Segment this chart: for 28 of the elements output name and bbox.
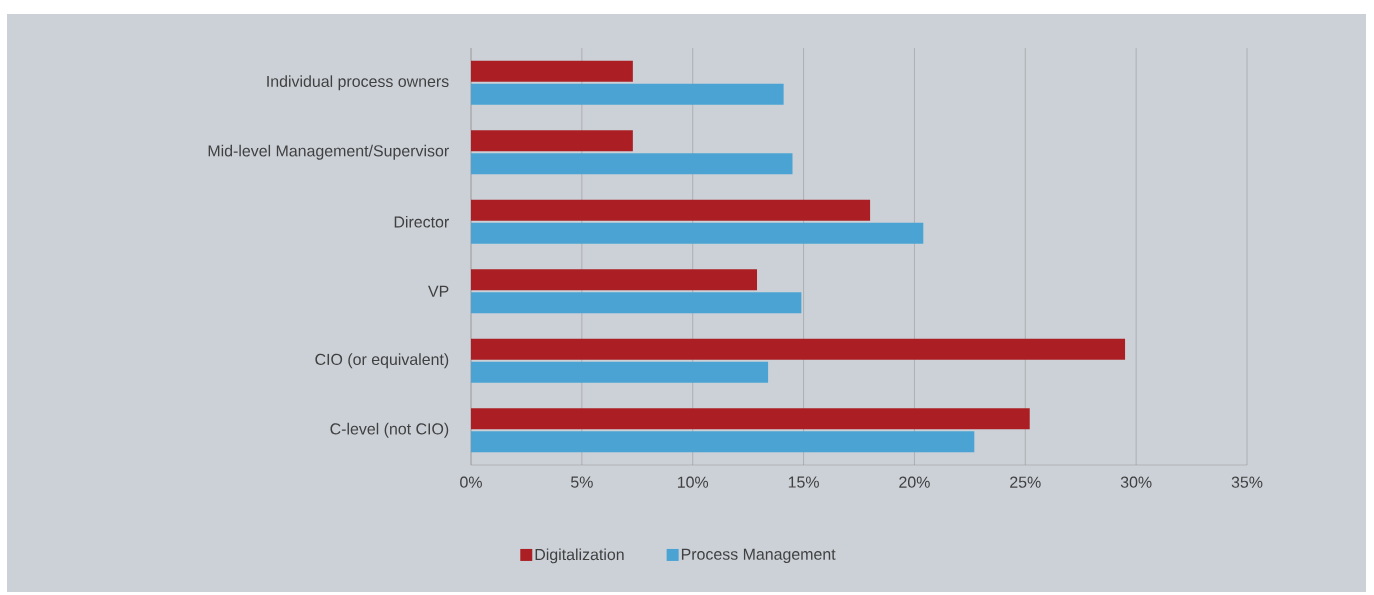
y-tick-label: VP <box>428 285 449 297</box>
bar <box>471 153 793 175</box>
bar <box>471 361 769 383</box>
bar <box>471 408 1030 430</box>
bar <box>471 83 784 105</box>
bar <box>471 222 924 244</box>
x-tick-label: 25% <box>1010 476 1041 488</box>
y-tick-label: Director <box>394 215 449 228</box>
x-tick-label: 20% <box>899 476 930 488</box>
x-tick-label: 35% <box>1231 476 1263 488</box>
bar <box>471 338 1126 360</box>
y-tick-label: Individual process owners <box>267 75 449 91</box>
bar <box>471 292 802 314</box>
x-tick-label: 5% <box>570 476 593 488</box>
legend-label: Process Management <box>681 548 836 563</box>
bar <box>471 130 633 152</box>
bar <box>471 431 975 453</box>
bar <box>471 199 871 221</box>
bar <box>471 269 758 291</box>
legend-label: Digitalization <box>535 548 624 564</box>
y-tick-label: C-level (not CIO) <box>330 422 449 438</box>
x-tick-label: 10% <box>677 476 709 488</box>
x-tick-label: 15% <box>788 476 819 488</box>
x-tick-label: 0% <box>460 476 482 488</box>
y-tick-label: Mid-level Management/Supervisor <box>208 144 449 160</box>
bar <box>471 60 633 82</box>
y-tick-label: CIO (or equivalent) <box>315 353 449 369</box>
x-tick-label: 30% <box>1120 476 1152 488</box>
